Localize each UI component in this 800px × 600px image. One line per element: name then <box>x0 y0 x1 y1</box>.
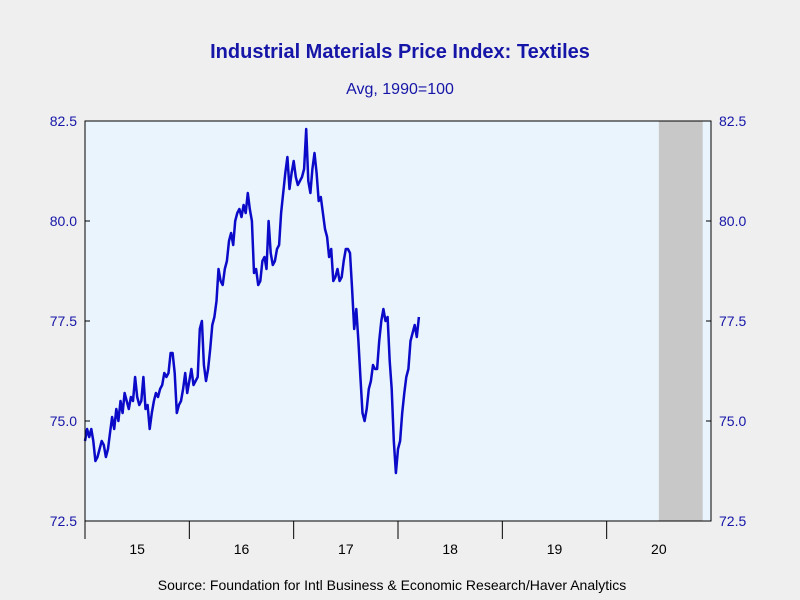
x-tick-label: 18 <box>442 541 458 557</box>
chart-title: Industrial Materials Price Index: Textil… <box>210 41 590 63</box>
x-tick-label: 19 <box>547 541 563 557</box>
series-layer <box>83 127 421 475</box>
source-note: Source: Foundation for Intl Business & E… <box>158 577 626 593</box>
y-tick-label-right: 77.5 <box>719 313 746 329</box>
y-tick-label-left: 75.0 <box>50 413 77 429</box>
x-axis: 15 16 17 18 19 20 <box>84 521 667 557</box>
series-line-0 <box>83 127 421 475</box>
recession-shading <box>658 121 703 521</box>
y-tick-label-right: 80.0 <box>719 213 746 229</box>
x-tick-label: 15 <box>129 541 145 557</box>
x-tick-label: 20 <box>651 541 667 557</box>
y-tick-label-left: 82.5 <box>50 113 77 129</box>
y-tick-label-right: 82.5 <box>719 113 746 129</box>
x-tick-label: 16 <box>234 541 250 557</box>
y-tick-label-left: 72.5 <box>50 513 77 529</box>
x-tick-label: 17 <box>338 541 354 557</box>
y-tick-label-right: 72.5 <box>719 513 746 529</box>
left-y-axis: 72.5 75.0 77.5 80.0 82.5 <box>50 113 90 529</box>
y-tick-label-right: 75.0 <box>719 413 746 429</box>
y-tick-label-left: 80.0 <box>50 213 77 229</box>
y-tick-label-left: 77.5 <box>50 313 77 329</box>
chart-subtitle: Avg, 1990=100 <box>346 81 454 98</box>
right-y-axis: 72.5 75.0 77.5 80.0 82.5 <box>706 113 746 529</box>
